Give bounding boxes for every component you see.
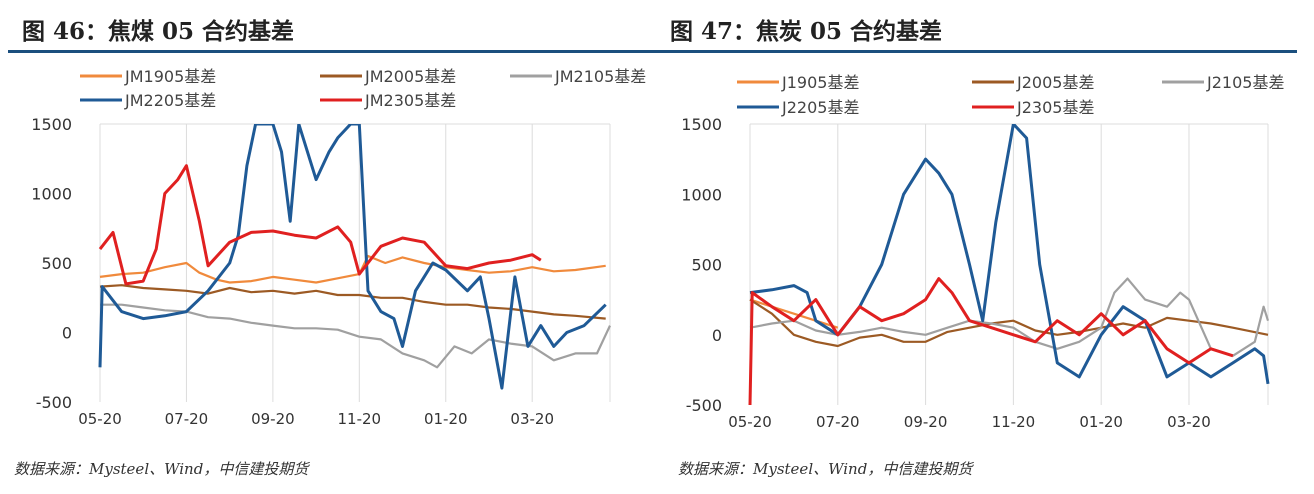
series-line-jm2205 (98, 124, 607, 390)
series-line-j2305 (748, 277, 1234, 405)
legend-label: J2105基差 (1206, 73, 1284, 92)
y-tick-label: 0 (712, 326, 722, 345)
y-tick-label: 1500 (681, 115, 722, 134)
y-tick-label: 0 (62, 324, 72, 343)
source-note-left: 数据来源：Mysteel、Wind，中信建投期货 (14, 460, 309, 478)
chart-j-basis: 1500 1000 500 0 -500 05-20 07-20 09-20 11-20 01-2… (681, 73, 1284, 431)
x-tick-label: 07-20 (165, 410, 209, 428)
legend-label: J2205基差 (781, 98, 859, 117)
x-tick-label: 09-20 (251, 410, 295, 428)
y-tick-label: 1500 (31, 115, 72, 134)
x-tick-label: 11-20 (338, 410, 382, 428)
title-rule-right (657, 50, 1297, 53)
y-tick-label: 1000 (681, 185, 722, 204)
chart-title-left: 图 46：焦煤 05 合约基差 (22, 18, 295, 45)
x-tick-label: 03-20 (510, 410, 554, 428)
y-tick-label: 500 (691, 256, 722, 275)
chart-jm-basis: 1500 1000 500 0 -500 05-20 07-20 09-20 11-20 01-2… (31, 67, 646, 428)
legend-label: JM2105基差 (554, 67, 646, 86)
legend-label: JM2205基差 (124, 91, 216, 110)
legend-label: J1905基差 (781, 73, 859, 92)
series-line-jm2305 (98, 164, 542, 286)
y-tick-label: -500 (36, 393, 72, 412)
series-line-jm1905 (99, 254, 606, 284)
series-line-j1905 (749, 298, 839, 329)
legend-label: J2005基差 (1016, 73, 1094, 92)
x-tick-label: 09-20 (904, 413, 948, 431)
x-tick-label: 05-20 (78, 410, 122, 428)
series-line-j2105 (749, 277, 1270, 357)
y-tick-label: 500 (41, 254, 72, 273)
title-rule-left (8, 50, 658, 53)
x-tick-label: 01-20 (1079, 413, 1123, 431)
source-note-right: 数据来源：Mysteel、Wind，中信建投期货 (678, 460, 973, 478)
legend-label: J2305基差 (1016, 98, 1094, 117)
legend-label: JM2005基差 (364, 67, 456, 86)
x-tick-label: 01-20 (424, 410, 468, 428)
chart-title-right: 图 47：焦炭 05 合约基差 (670, 18, 943, 45)
y-tick-label: 1000 (31, 185, 72, 204)
legend-label: JM2305基差 (364, 91, 456, 110)
x-tick-label: 03-20 (1167, 413, 1211, 431)
series-line-jm2005 (99, 284, 606, 320)
series-line-j2005 (749, 298, 1269, 348)
x-tick-label: 05-20 (728, 413, 772, 431)
x-tick-label: 07-20 (816, 413, 860, 431)
legend-label: JM1905基差 (124, 67, 216, 86)
series-line-j2205 (749, 124, 1270, 385)
x-tick-label: 11-20 (992, 413, 1036, 431)
y-tick-label: -500 (686, 396, 722, 415)
